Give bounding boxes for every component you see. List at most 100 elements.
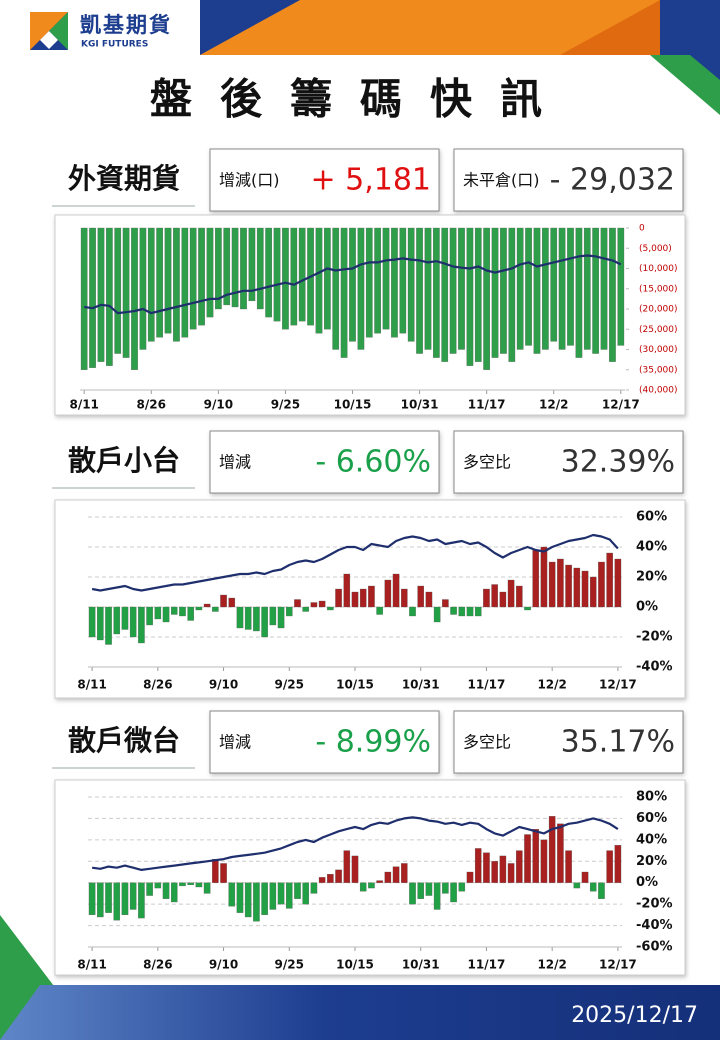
bar	[474, 606, 482, 617]
y-tick-label: 20%	[636, 570, 667, 585]
bar	[567, 227, 574, 346]
bar	[113, 882, 121, 921]
bar	[466, 871, 474, 883]
bar	[277, 606, 285, 629]
bar	[97, 606, 104, 641]
bar	[310, 882, 318, 894]
bar	[88, 606, 96, 638]
x-tick-label: 12/2	[537, 678, 566, 692]
bar	[256, 227, 264, 310]
bar	[286, 882, 293, 909]
bar	[187, 606, 194, 621]
bar	[359, 882, 367, 892]
bar	[212, 606, 219, 612]
stat-box	[453, 710, 684, 774]
logo-icon	[49, 12, 68, 50]
bar	[614, 558, 622, 608]
bar	[606, 850, 613, 883]
bar	[269, 606, 277, 626]
bar	[302, 882, 309, 905]
x-tick-label: 12/17	[602, 398, 640, 412]
bar	[548, 561, 556, 608]
x-tick-label: 9/25	[275, 958, 304, 972]
brand: 凱基期貨	[80, 13, 172, 37]
bar	[195, 606, 203, 611]
bar	[220, 594, 227, 608]
y-tick-label: (10,000)	[639, 264, 678, 274]
x-tick-label: 10/31	[402, 678, 440, 692]
bar	[425, 882, 433, 896]
bar	[575, 227, 583, 358]
bar	[433, 606, 441, 623]
stat-value: 32.39%	[561, 445, 675, 480]
bar	[146, 606, 153, 626]
bar	[349, 227, 356, 342]
bar	[583, 227, 591, 350]
y-tick-label: -20%	[636, 897, 673, 912]
bar	[508, 227, 516, 362]
bar	[290, 227, 298, 326]
header-deco	[200, 0, 300, 55]
footer-deco	[0, 985, 40, 1040]
bar	[343, 573, 351, 608]
bar	[565, 850, 572, 883]
bar	[433, 227, 440, 358]
bar	[516, 227, 524, 350]
x-tick-label: 8/11	[77, 958, 106, 972]
y-tick-label: 40%	[636, 832, 667, 847]
bar	[261, 882, 268, 916]
bar	[129, 882, 137, 910]
bar	[138, 882, 145, 919]
page-title: 盤後籌碼快訊	[150, 75, 570, 124]
bar	[499, 591, 507, 608]
bar	[170, 606, 178, 615]
bar	[617, 227, 625, 346]
bar	[220, 863, 227, 883]
x-tick-label: 11/17	[468, 398, 506, 412]
bar	[581, 570, 589, 608]
bar	[154, 882, 162, 889]
bar	[97, 882, 104, 918]
x-tick-label: 8/26	[143, 958, 172, 972]
chart-frame	[54, 779, 686, 976]
bar	[228, 882, 236, 907]
bar	[589, 576, 597, 608]
bar	[391, 227, 398, 338]
bar	[409, 606, 416, 617]
y-tick-label: -40%	[636, 660, 673, 675]
bar	[228, 597, 236, 608]
bar	[382, 227, 390, 330]
bar	[483, 852, 490, 883]
bar	[244, 882, 252, 918]
stat-value: - 8.99%	[315, 725, 431, 760]
stat-box	[209, 710, 440, 774]
bar	[198, 227, 205, 326]
bar	[122, 227, 130, 358]
bar	[121, 882, 129, 916]
bar	[458, 606, 466, 617]
bar	[154, 606, 162, 620]
bar	[113, 606, 121, 635]
bar	[318, 877, 326, 883]
bar	[206, 227, 214, 318]
bar	[106, 227, 113, 366]
bar	[614, 845, 622, 883]
stat-value: - 29,032	[550, 163, 675, 198]
bar	[581, 871, 589, 883]
bar	[589, 882, 597, 892]
x-tick-label: 8/11	[77, 678, 106, 692]
x-tick-label: 11/17	[468, 678, 506, 692]
bar	[105, 882, 112, 913]
bar	[491, 227, 499, 358]
y-tick-label: (5,000)	[639, 244, 672, 254]
bar	[532, 549, 540, 608]
bar	[215, 227, 222, 310]
bar	[392, 573, 400, 608]
bar	[265, 227, 272, 318]
bar	[399, 227, 407, 334]
bar	[164, 227, 172, 334]
bar	[558, 227, 566, 350]
bar	[458, 882, 466, 892]
x-tick-label: 12/17	[599, 678, 637, 692]
